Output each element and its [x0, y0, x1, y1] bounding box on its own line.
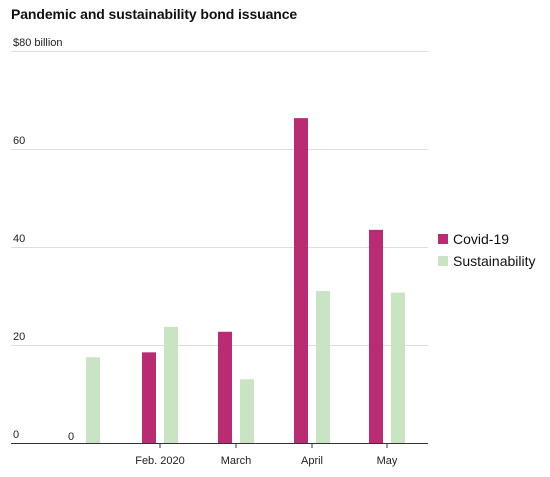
x-tick-label: April [301, 455, 323, 467]
y-tick-label: 0 [13, 429, 19, 441]
x-tick-label: May [377, 455, 398, 467]
bar-sustainability [240, 379, 254, 443]
bar-covid-19 [142, 352, 156, 443]
x-axis-labels: Feb. 2020 March April May [135, 455, 398, 467]
x-tick-label: March [221, 455, 252, 467]
x-tick-label: Feb. 2020 [135, 455, 185, 467]
bar-covid-19 [294, 118, 308, 443]
bar-covid-19 [218, 331, 232, 443]
bar-sustainability [164, 326, 178, 443]
legend: Covid-19 Sustainability [438, 229, 536, 273]
y-axis-labels: 0 20 40 60 $80 billion [13, 37, 63, 441]
y-tick-label: 20 [13, 331, 25, 343]
bar-sustainability [391, 292, 405, 443]
legend-label: Covid-19 [453, 231, 510, 247]
y-tick-label: 60 [13, 135, 25, 147]
y-tick-label: 40 [13, 233, 25, 245]
legend-label: Sustainability [453, 253, 536, 269]
x-axis-ticks [159, 443, 388, 448]
legend-item: Sustainability [438, 251, 536, 271]
chart-title: Pandemic and sustainability bond issuanc… [11, 6, 298, 22]
bars [86, 118, 405, 443]
bar-sustainability [316, 291, 330, 443]
legend-swatch [438, 234, 448, 244]
data-label: 0 [68, 431, 74, 443]
legend-swatch [438, 256, 448, 266]
y-tick-label: $80 billion [13, 37, 63, 49]
bar-covid-19 [369, 229, 383, 443]
bar-sustainability [86, 357, 100, 443]
gridlines [11, 51, 428, 346]
data-labels: 0 [68, 431, 74, 443]
legend-item: Covid-19 [438, 229, 536, 249]
